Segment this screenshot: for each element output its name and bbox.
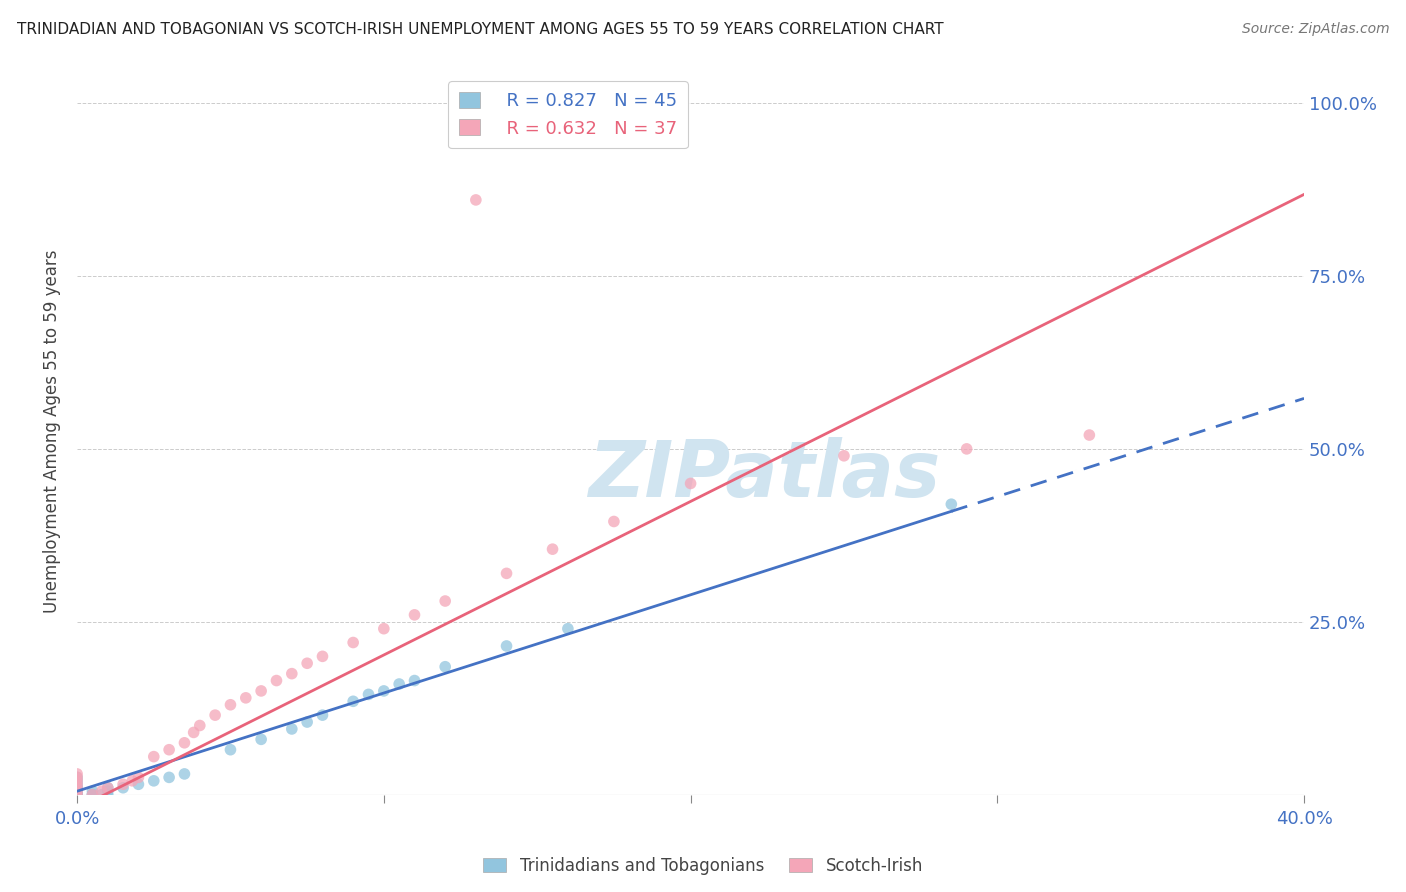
Point xyxy=(679,476,702,491)
Point xyxy=(97,784,120,798)
Point xyxy=(188,718,211,732)
Point xyxy=(66,788,89,802)
Point xyxy=(66,777,89,791)
Point xyxy=(66,788,89,802)
Point xyxy=(97,788,120,802)
Point xyxy=(66,773,89,788)
Point xyxy=(66,784,89,798)
Point xyxy=(66,788,89,802)
Point xyxy=(66,784,89,798)
Point xyxy=(204,708,226,723)
Legend: Trinidadians and Tobagonians, Scotch-Irish: Trinidadians and Tobagonians, Scotch-Iri… xyxy=(477,850,929,882)
Text: ZIPatlas: ZIPatlas xyxy=(588,437,941,513)
Point xyxy=(66,767,89,781)
Point xyxy=(66,788,89,802)
Point xyxy=(66,788,89,802)
Point xyxy=(495,639,517,653)
Point xyxy=(1078,428,1101,442)
Point xyxy=(82,788,104,802)
Point xyxy=(97,780,120,795)
Point xyxy=(157,742,180,756)
Point xyxy=(373,622,395,636)
Text: TRINIDADIAN AND TOBAGONIAN VS SCOTCH-IRISH UNEMPLOYMENT AMONG AGES 55 TO 59 YEAR: TRINIDADIAN AND TOBAGONIAN VS SCOTCH-IRI… xyxy=(17,22,943,37)
Point xyxy=(121,773,143,788)
Point xyxy=(541,542,564,557)
Point xyxy=(373,684,395,698)
Point xyxy=(66,788,89,802)
Point xyxy=(66,788,89,802)
Point xyxy=(603,515,626,529)
Point xyxy=(250,684,273,698)
Point xyxy=(90,788,112,802)
Point xyxy=(281,666,304,681)
Point xyxy=(388,677,411,691)
Point xyxy=(66,770,89,784)
Point xyxy=(66,780,89,795)
Point xyxy=(404,673,426,688)
Point xyxy=(183,725,205,739)
Point xyxy=(342,635,364,649)
Point xyxy=(97,780,120,795)
Point xyxy=(66,788,89,802)
Legend:   R = 0.827   N = 45,   R = 0.632   N = 37: R = 0.827 N = 45, R = 0.632 N = 37 xyxy=(449,81,688,148)
Text: Source: ZipAtlas.com: Source: ZipAtlas.com xyxy=(1241,22,1389,37)
Point xyxy=(142,749,165,764)
Point xyxy=(173,736,195,750)
Point xyxy=(66,788,89,802)
Point xyxy=(342,694,364,708)
Point xyxy=(404,607,426,622)
Point xyxy=(219,698,242,712)
Point xyxy=(82,788,104,802)
Point xyxy=(295,714,318,729)
Point xyxy=(250,732,273,747)
Y-axis label: Unemployment Among Ages 55 to 59 years: Unemployment Among Ages 55 to 59 years xyxy=(44,250,60,614)
Point xyxy=(495,566,517,581)
Point xyxy=(311,649,333,664)
Point xyxy=(66,780,89,795)
Point xyxy=(832,449,855,463)
Point xyxy=(66,784,89,798)
Point xyxy=(142,773,165,788)
Point xyxy=(941,497,963,511)
Point xyxy=(235,690,257,705)
Point xyxy=(82,788,104,802)
Point xyxy=(66,788,89,802)
Point xyxy=(157,770,180,784)
Point xyxy=(112,777,135,791)
Point xyxy=(173,767,195,781)
Point xyxy=(127,777,149,791)
Point xyxy=(82,784,104,798)
Point xyxy=(557,622,579,636)
Point xyxy=(66,780,89,795)
Point xyxy=(66,788,89,802)
Point xyxy=(66,788,89,802)
Point xyxy=(357,687,380,701)
Point xyxy=(311,708,333,723)
Point xyxy=(434,594,457,608)
Point xyxy=(434,659,457,673)
Point xyxy=(112,780,135,795)
Point xyxy=(464,193,486,207)
Point xyxy=(219,742,242,756)
Point xyxy=(127,770,149,784)
Point xyxy=(266,673,288,688)
Point xyxy=(281,722,304,736)
Point xyxy=(66,777,89,791)
Point xyxy=(66,773,89,788)
Point xyxy=(90,784,112,798)
Point xyxy=(956,442,979,456)
Point xyxy=(66,788,89,802)
Point xyxy=(66,770,89,784)
Point xyxy=(295,657,318,671)
